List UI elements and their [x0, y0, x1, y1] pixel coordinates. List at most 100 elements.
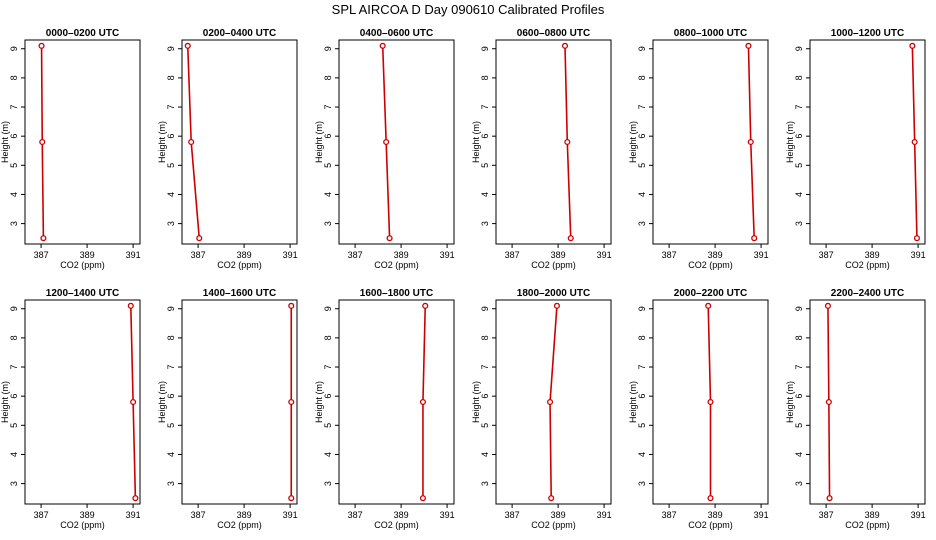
x-tick-label: 389 — [80, 510, 95, 520]
y-tick-label: 9 — [166, 306, 176, 311]
y-tick-label: 6 — [637, 134, 647, 139]
data-point — [419, 398, 427, 406]
x-tick-label: 389 — [80, 250, 95, 260]
y-tick-label: 8 — [637, 335, 647, 340]
data-point — [383, 138, 390, 146]
y-axis-label: Height (m) — [157, 121, 167, 163]
plot-frame — [338, 299, 455, 505]
panel-title: 0400–0600 UTC — [360, 28, 433, 39]
panel: 0600–0800 UTC 387 389 391 3 4 5 6 7 8 9 CO2 (ppm) He… — [471, 28, 612, 270]
data-point — [825, 398, 832, 406]
plot-frame — [495, 39, 612, 245]
plot-frame — [809, 39, 926, 245]
y-tick-label: 9 — [9, 46, 19, 51]
y-tick-label: 6 — [9, 394, 19, 399]
y-axis-label: Height (m) — [157, 381, 167, 423]
data-point — [130, 398, 137, 406]
data-point — [826, 495, 833, 502]
x-axis-label: CO2 (ppm) — [217, 260, 262, 270]
y-axis-label: Height (m) — [628, 121, 638, 163]
x-tick-label: 391 — [597, 510, 612, 520]
y-axis-label: Height (m) — [0, 121, 10, 163]
y-tick-label: 6 — [480, 134, 490, 139]
y-tick-label: 3 — [480, 221, 490, 226]
y-tick-label: 3 — [9, 221, 19, 226]
y-tick-label: 3 — [323, 221, 333, 226]
x-tick-label: 391 — [440, 250, 455, 260]
data-point — [288, 398, 295, 406]
data-point — [422, 302, 429, 309]
x-tick-label: 387 — [348, 510, 363, 520]
y-axis-label: Height (m) — [0, 381, 10, 423]
plot-frame — [652, 39, 769, 245]
panel: 2200–2400 UTC 387 389 391 3 4 5 6 7 8 9 CO2 (ppm) He… — [785, 288, 926, 530]
y-tick-label: 4 — [323, 452, 333, 457]
y-tick-label: 9 — [166, 46, 176, 51]
panel: 2000–2200 UTC 387 389 391 3 4 5 6 7 8 9 CO2 (ppm) He… — [628, 288, 769, 530]
panel: 1200–1400 UTC 387 389 391 3 4 5 6 7 8 9 CO2 (ppm) He… — [0, 288, 141, 530]
data-point — [548, 495, 555, 502]
y-tick-label: 8 — [794, 75, 804, 80]
y-tick-label: 7 — [637, 105, 647, 110]
panel: 0000–0200 UTC 387 389 391 3 4 5 6 7 8 9 CO2 (ppm) He… — [0, 28, 141, 270]
y-tick-label: 5 — [323, 163, 333, 168]
x-axis-label: CO2 (ppm) — [60, 520, 105, 530]
panel-title: 1800–2000 UTC — [517, 288, 590, 299]
y-tick-label: 6 — [323, 134, 333, 139]
data-point — [745, 42, 752, 49]
data-point — [38, 42, 45, 49]
y-tick-label: 6 — [794, 394, 804, 399]
data-point — [913, 235, 920, 242]
y-tick-label: 4 — [9, 452, 19, 457]
panel-title: 1400–1600 UTC — [203, 288, 276, 299]
plot-frame — [652, 299, 769, 505]
y-tick-label: 3 — [323, 481, 333, 486]
y-tick-label: 4 — [9, 192, 19, 197]
data-point — [751, 235, 758, 242]
y-tick-label: 8 — [323, 335, 333, 340]
y-tick-label: 7 — [323, 365, 333, 370]
y-tick-label: 4 — [637, 452, 647, 457]
x-axis-label: CO2 (ppm) — [531, 520, 576, 530]
y-tick-label: 7 — [9, 105, 19, 110]
y-tick-label: 3 — [480, 481, 490, 486]
y-tick-label: 3 — [637, 481, 647, 486]
y-tick-label: 5 — [794, 423, 804, 428]
x-axis-label: CO2 (ppm) — [60, 260, 105, 270]
y-tick-label: 8 — [480, 75, 490, 80]
x-tick-label: 391 — [283, 510, 298, 520]
y-tick-label: 5 — [9, 163, 19, 168]
x-tick-label: 389 — [551, 510, 566, 520]
data-point — [909, 42, 916, 49]
data-point — [707, 398, 714, 406]
x-tick-label: 387 — [34, 250, 49, 260]
x-tick-label: 387 — [819, 250, 834, 260]
panel: 1800–2000 UTC 387 389 391 3 4 5 6 7 8 9 CO2 (ppm) He… — [471, 288, 612, 530]
y-axis-label: Height (m) — [314, 381, 324, 423]
y-tick-label: 7 — [637, 365, 647, 370]
x-tick-label: 391 — [754, 510, 769, 520]
y-tick-label: 7 — [480, 365, 490, 370]
x-axis-label: CO2 (ppm) — [374, 520, 419, 530]
panel: 1400–1600 UTC 387 389 391 3 4 5 6 7 8 9 CO2 (ppm) He… — [157, 288, 298, 530]
data-point — [911, 138, 918, 146]
y-tick-label: 7 — [480, 105, 490, 110]
panel: 0400–0600 UTC 387 389 391 3 4 5 6 7 8 9 CO2 (ppm) He… — [314, 28, 455, 270]
data-point — [705, 302, 712, 309]
x-axis-label: CO2 (ppm) — [531, 260, 576, 270]
data-point — [546, 398, 554, 406]
y-tick-label: 3 — [637, 221, 647, 226]
y-tick-label: 4 — [480, 452, 490, 457]
y-tick-label: 9 — [323, 306, 333, 311]
y-axis-label: Height (m) — [785, 381, 795, 423]
x-tick-label: 387 — [662, 510, 677, 520]
y-tick-label: 6 — [480, 394, 490, 399]
x-tick-label: 391 — [283, 250, 298, 260]
figure-title: SPL AIRCOA D Day 090610 Calibrated Profi… — [332, 2, 605, 17]
panel: 1600–1800 UTC 387 389 391 3 4 5 6 7 8 9 CO2 (ppm) He… — [314, 288, 455, 530]
y-tick-label: 5 — [480, 423, 490, 428]
data-point — [127, 302, 134, 309]
panel-title: 0000–0200 UTC — [46, 28, 119, 39]
data-point — [564, 138, 571, 146]
